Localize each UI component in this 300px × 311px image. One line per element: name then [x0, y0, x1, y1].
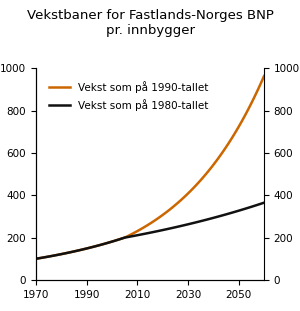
Vekst som på 1990-tallet [92, 245, 96, 248]
Text: Vekstbaner for Fastlands-Norges BNP
pr. innbygger: Vekstbaner for Fastlands-Norges BNP pr. … [27, 9, 273, 37]
Vekst som på 1990-tallet [227, 142, 230, 145]
Vekst som på 1980-tallet [227, 212, 230, 216]
Vekst som på 1990-tallet [34, 257, 38, 261]
Line: Vekst som på 1980-tallet: Vekst som på 1980-tallet [36, 203, 264, 259]
Vekst som på 1980-tallet [92, 245, 96, 248]
Vekst som på 1990-tallet [262, 74, 266, 78]
Vekst som på 1980-tallet [87, 246, 91, 250]
Line: Vekst som på 1990-tallet: Vekst som på 1990-tallet [36, 76, 264, 259]
Vekst som på 1980-tallet [62, 252, 66, 255]
Vekst som på 1990-tallet [255, 91, 258, 95]
Vekst som på 1980-tallet [34, 257, 38, 261]
Vekst som på 1980-tallet [255, 203, 258, 207]
Vekst som på 1990-tallet [257, 86, 261, 89]
Vekst som på 1990-tallet [87, 246, 91, 250]
Vekst som på 1980-tallet [257, 202, 261, 206]
Legend: Vekst som på 1990-tallet, Vekst som på 1980-tallet: Vekst som på 1990-tallet, Vekst som på 1… [46, 78, 212, 114]
Vekst som på 1990-tallet [62, 252, 66, 255]
Vekst som på 1980-tallet [262, 201, 266, 205]
